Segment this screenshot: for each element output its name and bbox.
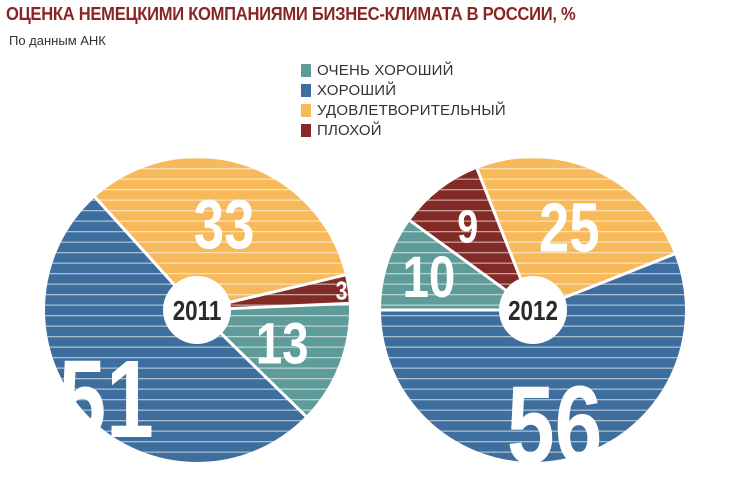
legend-item-very-good: ОЧЕНЬ ХОРОШИЙ: [301, 60, 506, 80]
legend-label-bad: ПЛОХОЙ: [317, 121, 382, 139]
legend-swatch-satisfactory: [301, 103, 311, 117]
legend-swatch-very-good: [301, 63, 311, 77]
legend-item-satisfactory: УДОВЛЕТВОРИТЕЛЬНЫЙ: [301, 100, 506, 120]
legend-label-good: ХОРОШИЙ: [317, 81, 397, 99]
value-label-2011-satisfactory: 33: [194, 186, 255, 264]
legend-label-satisfactory: УДОВЛЕТВОРИТЕЛЬНЫЙ: [317, 101, 506, 119]
value-label-2011-bad: 3: [336, 276, 348, 306]
legend: ОЧЕНЬ ХОРОШИЙ ХОРОШИЙ УДОВЛЕТВОРИТЕЛЬНЫЙ…: [301, 60, 506, 140]
year-label-2011: 2011: [173, 296, 222, 327]
chart-title: ОЦЕНКА НЕМЕЦКИМИ КОМПАНИЯМИ БИЗНЕС-КЛИМА…: [6, 4, 576, 24]
pie-hub-2012: [499, 276, 567, 344]
legend-item-good: ХОРОШИЙ: [301, 80, 506, 100]
value-label-2011-good: 51: [58, 338, 153, 461]
value-label-2011-very-good: 13: [256, 312, 309, 377]
value-label-2012-very-good: 10: [402, 246, 455, 311]
pie-hub-2011: [163, 276, 231, 344]
year-label-2012: 2012: [508, 296, 558, 327]
legend-label-very-good: ОЧЕНЬ ХОРОШИЙ: [317, 61, 454, 79]
legend-item-bad: ПЛОХОЙ: [301, 120, 506, 140]
chart-subtitle: По данным АНК: [9, 33, 106, 48]
value-label-2012-satisfactory: 25: [539, 189, 600, 267]
pie-2012: 109 25 56 2012: [381, 158, 685, 486]
legend-swatch-good: [301, 83, 311, 97]
value-label-2012-bad: 9: [457, 201, 478, 252]
value-label-2012-good: 56: [507, 364, 602, 486]
legend-swatch-bad: [301, 123, 311, 137]
